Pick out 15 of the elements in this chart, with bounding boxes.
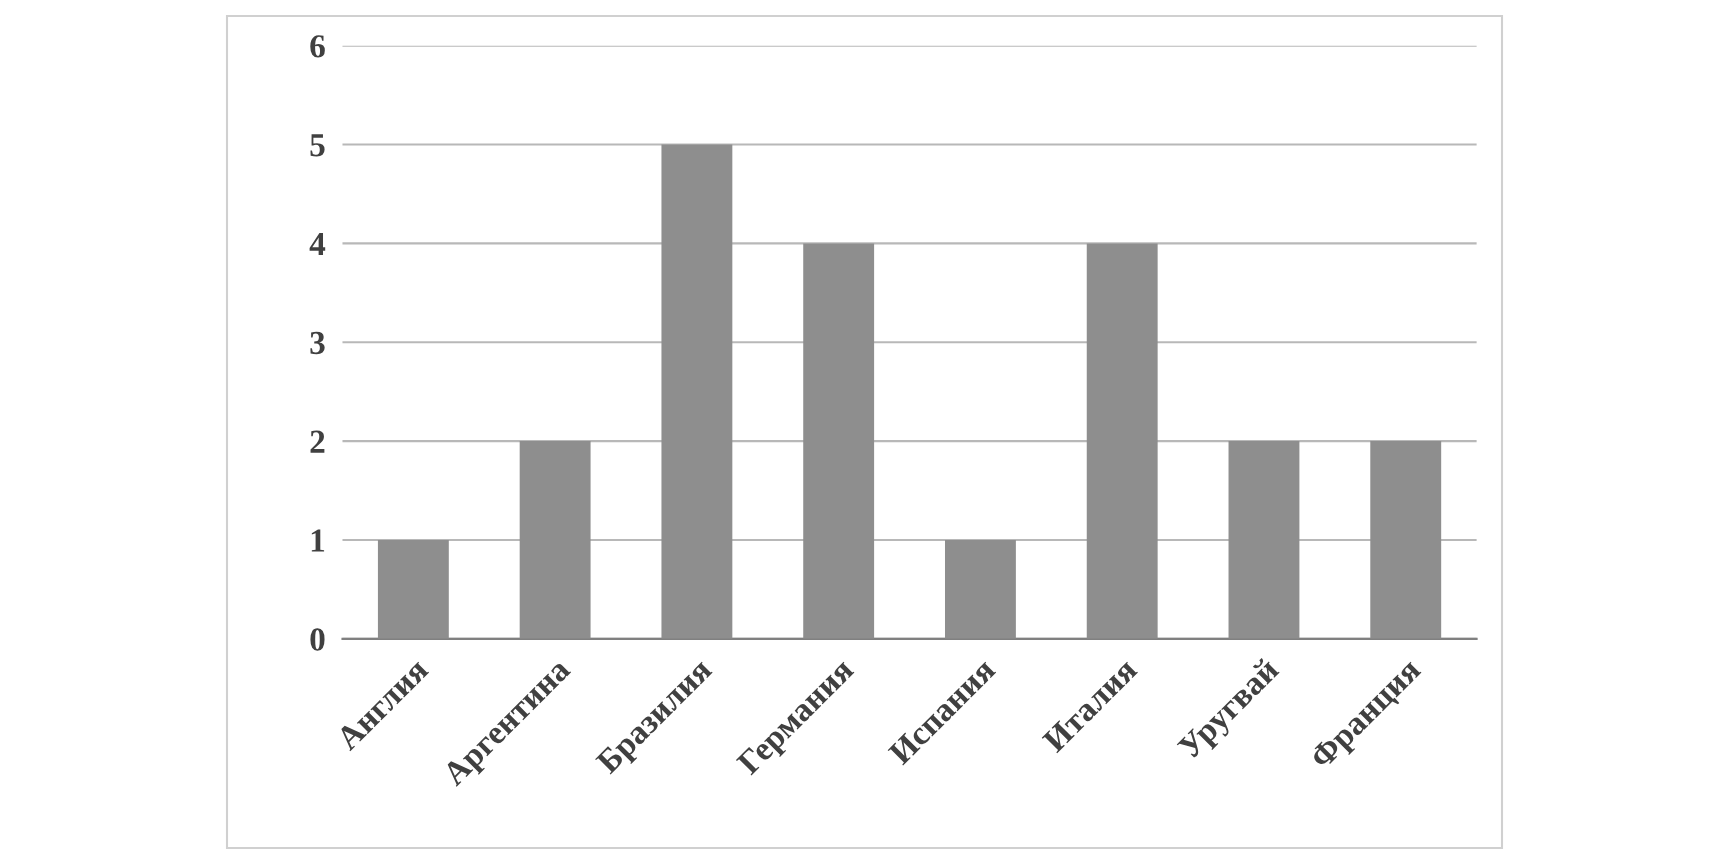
y-tick-label: 3 [310,331,325,355]
bar [519,441,591,639]
bar [803,243,875,639]
bar [1370,441,1442,639]
y-tick-label: 6 [310,35,325,58]
y-tick-label: 2 [310,430,325,453]
bar [1086,243,1158,639]
y-tick-label: 1 [311,529,325,552]
y-tick-label: 4 [309,233,326,255]
bar [661,144,733,639]
bar [1228,441,1300,639]
bar [377,539,449,639]
bar [944,539,1016,639]
y-tick-label: 5 [310,134,325,157]
y-tick-label: 0 [310,628,325,651]
